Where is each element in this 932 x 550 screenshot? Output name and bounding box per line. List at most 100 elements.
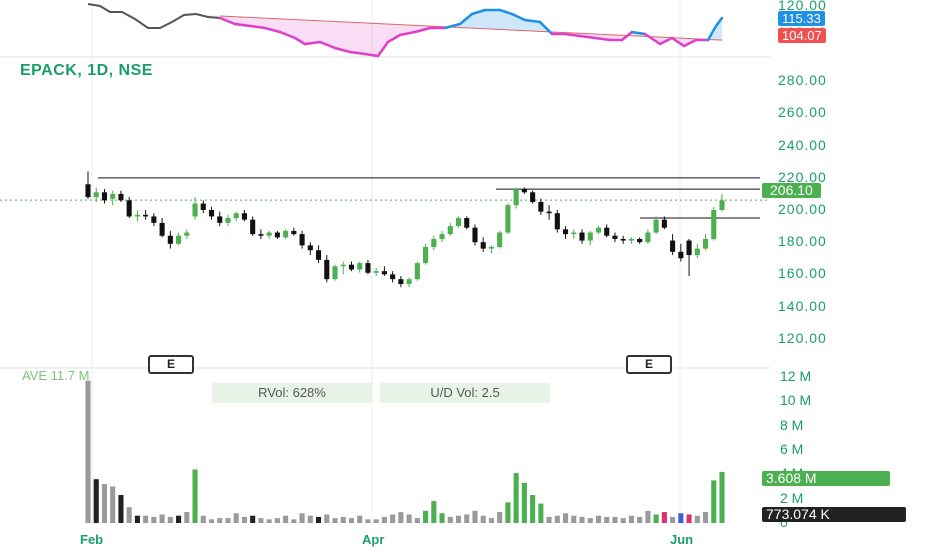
volume-bar xyxy=(670,516,676,523)
volume-bar xyxy=(250,515,256,523)
volume-bar xyxy=(711,480,717,523)
volume-average-badge: 773.074 K xyxy=(762,507,906,522)
candle-body xyxy=(579,232,585,241)
indicator-segment xyxy=(620,30,634,42)
volume-bar xyxy=(332,518,338,523)
earnings-marker[interactable]: E xyxy=(148,355,194,374)
volume-bar xyxy=(686,514,692,523)
candle-body xyxy=(497,232,503,247)
volume-bar xyxy=(587,518,593,523)
candle-body xyxy=(307,245,313,251)
indicator-segment xyxy=(263,26,282,34)
time-tick-label: Jun xyxy=(670,532,694,547)
volume-bar xyxy=(365,519,371,523)
candle-body xyxy=(480,242,486,249)
volume-bar xyxy=(324,514,330,523)
volume-bar xyxy=(595,515,602,523)
candle-body xyxy=(208,210,215,217)
candle-body xyxy=(694,248,700,256)
indicator-segment xyxy=(348,50,367,56)
candle-body xyxy=(176,235,182,244)
volume-bar xyxy=(694,515,700,523)
indicator-segment xyxy=(278,30,297,40)
candle-body xyxy=(315,250,322,260)
candlestick-series xyxy=(85,171,725,288)
earnings-marker[interactable]: E xyxy=(626,355,672,374)
rvol-stat: RVol: 628% xyxy=(212,383,372,403)
volume-bar xyxy=(472,510,478,523)
indicator-segment xyxy=(682,38,698,48)
volume-bar xyxy=(414,518,420,523)
price-tick-label: 240.00 xyxy=(778,136,827,153)
volume-bar xyxy=(200,515,206,523)
candle-body xyxy=(447,226,453,235)
volume-bar xyxy=(176,515,182,523)
indicator-segment xyxy=(643,32,662,46)
candle-body xyxy=(431,238,437,247)
indicator-segment xyxy=(293,36,307,46)
candle-body xyxy=(324,259,330,280)
candle-body xyxy=(645,232,651,243)
price-tick-label: 140.00 xyxy=(778,297,827,314)
candle-body xyxy=(225,218,231,223)
volume-bar xyxy=(488,518,495,523)
candle-body xyxy=(118,193,124,201)
volume-bar xyxy=(167,516,173,523)
indicator-segment xyxy=(413,26,432,34)
candle-body xyxy=(571,232,577,235)
volume-bar xyxy=(447,516,453,523)
candle-body xyxy=(620,238,626,241)
candle-body xyxy=(373,271,379,273)
indicator-fill xyxy=(525,20,540,32)
volume-bar xyxy=(530,495,536,523)
indicator-segment xyxy=(510,12,527,22)
volume-bar xyxy=(637,516,643,523)
candle-body xyxy=(340,264,346,267)
candle-body xyxy=(538,201,544,212)
volume-series xyxy=(85,380,725,523)
time-tick-label: Feb xyxy=(80,532,104,547)
volume-bar xyxy=(208,519,215,523)
indicator-segment xyxy=(578,34,597,40)
volume-bar xyxy=(357,515,363,523)
candle-body xyxy=(464,218,470,228)
price-tick-label: 120.00 xyxy=(778,329,827,346)
volume-bar xyxy=(241,516,247,523)
volume-tick-label: 10 M xyxy=(780,392,812,409)
indicator-fill xyxy=(472,10,485,29)
candle-body xyxy=(167,235,173,244)
volume-bar xyxy=(406,514,412,523)
candle-body xyxy=(637,238,643,243)
volume-bar xyxy=(604,516,610,523)
candle-body xyxy=(151,216,157,223)
candle-body xyxy=(678,251,684,259)
candle-body xyxy=(143,214,149,217)
candle-body xyxy=(702,238,709,249)
candle-body xyxy=(670,240,676,252)
volume-average-label: AVE 11.7 M xyxy=(22,368,90,383)
volume-bar xyxy=(299,513,305,523)
candle-body xyxy=(653,219,659,233)
volume-tick-label: 0 xyxy=(780,514,788,530)
candle-body xyxy=(661,219,667,228)
volume-bar xyxy=(579,516,585,523)
indicator-fill xyxy=(335,21,350,52)
horizontal-levels xyxy=(98,177,760,219)
volume-bar xyxy=(143,515,149,523)
price-tick-label: 180.00 xyxy=(778,233,827,250)
volume-bar xyxy=(612,516,618,523)
indicator-fill xyxy=(485,10,500,30)
price-tick-label: 200.00 xyxy=(778,201,827,217)
candle-body xyxy=(184,232,190,236)
indicator-low-badge: 104.07 xyxy=(778,28,826,43)
indicator-segment xyxy=(386,33,402,44)
indicator-segment xyxy=(523,18,542,24)
candle-body xyxy=(348,264,355,270)
volume-bar xyxy=(546,516,552,523)
indicator-fill xyxy=(500,10,512,31)
volume-bar xyxy=(678,513,684,523)
volume-bar xyxy=(480,515,486,523)
candle-body xyxy=(299,234,305,246)
volume-bar xyxy=(439,513,445,523)
